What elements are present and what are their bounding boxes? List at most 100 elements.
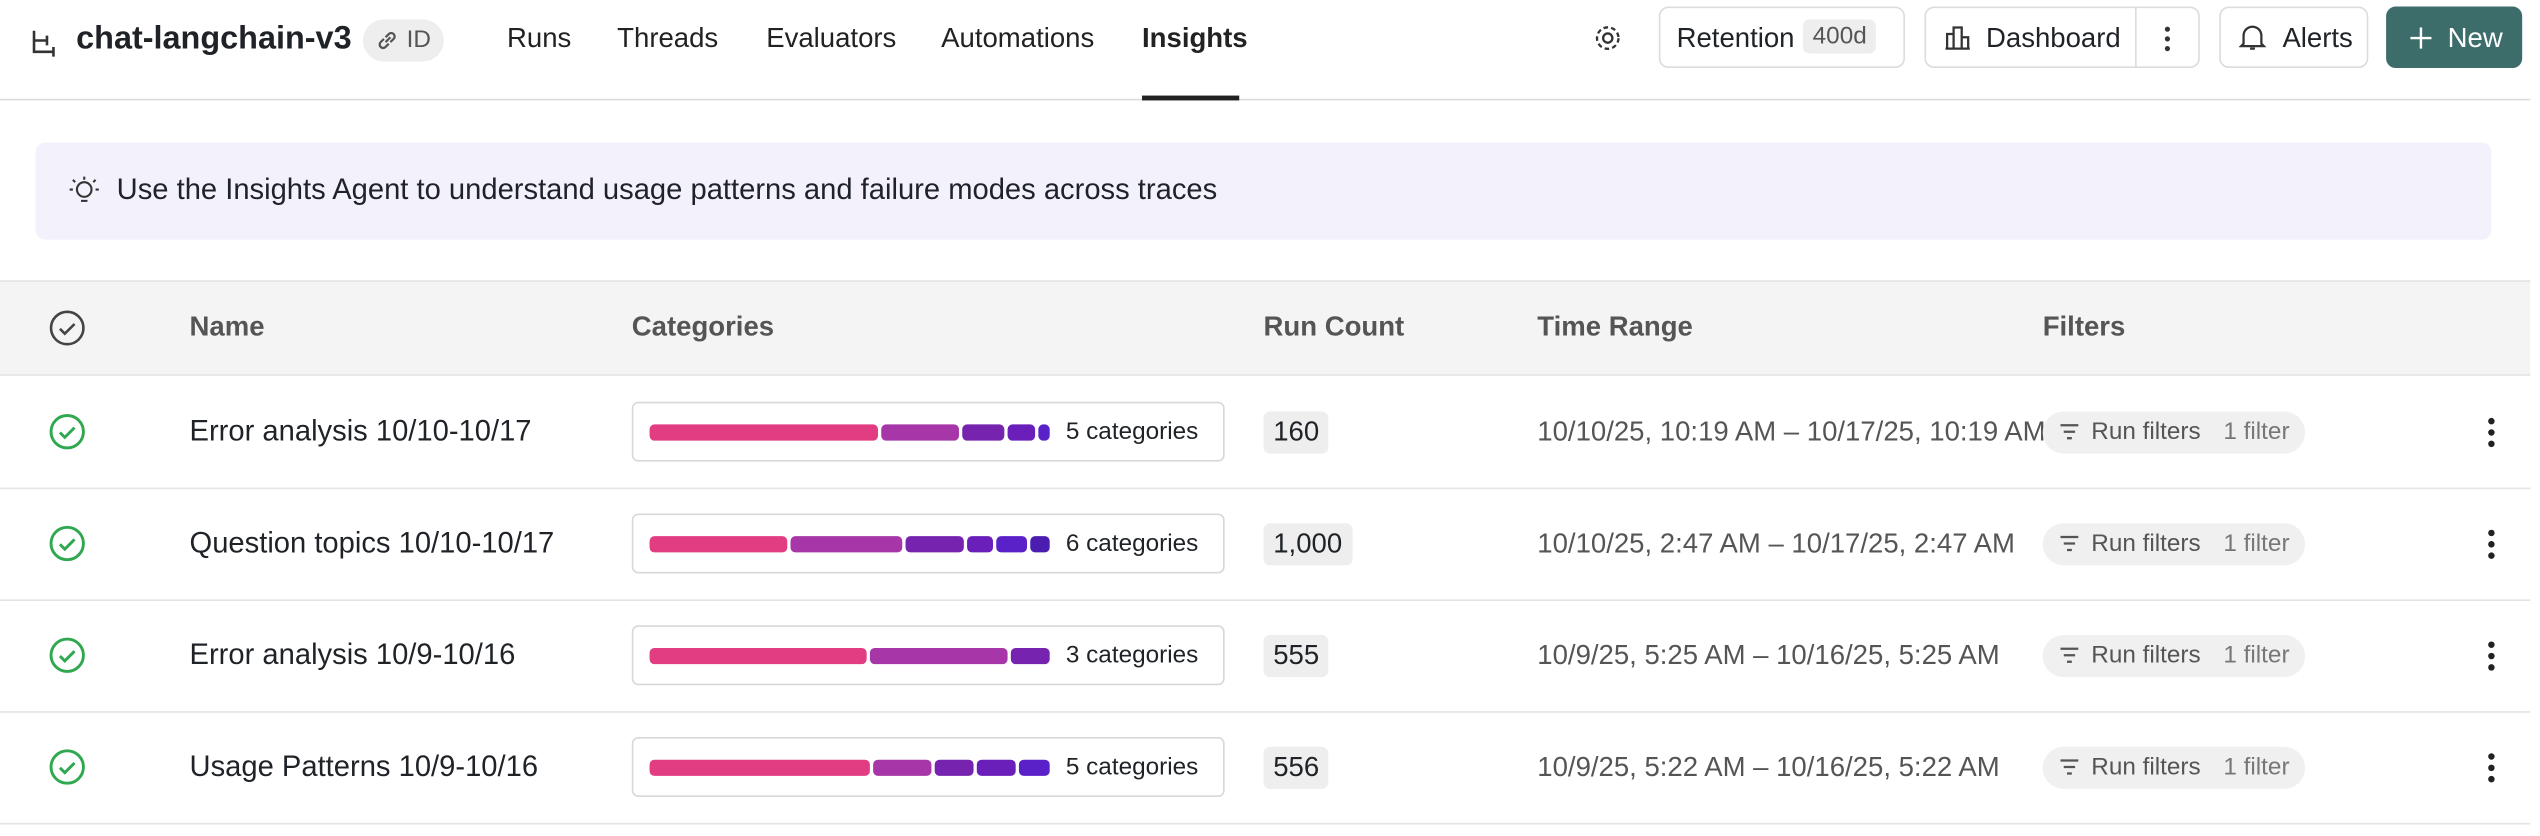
status-icon (49, 525, 85, 562)
project-icon (32, 30, 55, 57)
bell-icon (2238, 25, 2267, 50)
status-check (58, 761, 76, 775)
row-menu[interactable] (2483, 528, 2499, 560)
filters-pill[interactable]: Run filters 1 filter (2042, 745, 2306, 789)
category-segment (649, 647, 867, 665)
nav-tab[interactable]: Runs (507, 22, 572, 54)
table-header (0, 280, 2531, 376)
status-icon (49, 637, 85, 673)
category-segment (996, 536, 1028, 553)
filter-lines (2060, 424, 2079, 440)
filter-icon (2060, 759, 2079, 775)
nav-tab[interactable]: Evaluators (766, 22, 897, 54)
filter-lines (2060, 647, 2079, 663)
retention-value: 400d (1802, 19, 1877, 54)
active-tab-underline (1142, 95, 1240, 101)
filters-cell: Run filters 1 filter (2042, 488, 2306, 600)
category-segment (1038, 424, 1050, 441)
insight-name[interactable]: Question topics 10/10-10/17 (189, 526, 555, 559)
category-bar (649, 536, 1050, 553)
menu-dot (2488, 652, 2495, 660)
nav-tab[interactable]: Insights (1142, 22, 1248, 54)
retention-label: Retention (1676, 22, 1795, 54)
row-menu[interactable] (2483, 416, 2499, 448)
insight-name[interactable]: Error analysis 10/9-10/16 (189, 638, 516, 671)
filter-label: Run filters (2091, 753, 2201, 781)
filters-pill[interactable]: Run filters 1 filter (2042, 410, 2306, 453)
nav-tab[interactable]: Threads (617, 22, 719, 54)
bulb-icon (69, 176, 99, 202)
category-bar (649, 424, 1050, 441)
dashboard-button[interactable]: Dashboard (1924, 6, 2200, 69)
category-segment (966, 536, 994, 553)
categories-label: 3 categories (1065, 641, 1199, 670)
status-check (58, 650, 76, 663)
run-count-cell: 160 (1263, 376, 1329, 488)
menu-dot (2488, 664, 2495, 671)
run-count: 160 (1263, 410, 1329, 453)
status-circle (49, 637, 85, 673)
category-segment (905, 536, 964, 553)
row-menu[interactable] (2483, 752, 2499, 784)
table-row: Usage Patterns 10/9-10/16 5 categories 556… (0, 711, 2531, 825)
status-circle (49, 749, 85, 785)
categories-box: 5 categories (631, 737, 1225, 797)
project-name: chat-langchain-v3 (76, 21, 352, 57)
filters-pill[interactable]: Run filters 1 filter (2042, 522, 2306, 565)
dashboard-icon (1945, 26, 1970, 50)
status-icon (49, 414, 85, 450)
filter-count: 1 filter (2223, 641, 2290, 670)
run-count: 555 (1263, 634, 1329, 677)
filter-count: 1 filter (2223, 529, 2290, 558)
more-icon[interactable] (2159, 24, 2175, 53)
table-row: Error analysis 10/9-10/16 3 categories 555… (0, 599, 2531, 713)
category-segment (1007, 424, 1035, 441)
menu-dot (2488, 440, 2495, 448)
row-menu[interactable] (2483, 640, 2499, 672)
filter-icon (2060, 647, 2079, 663)
settings-button[interactable] (1592, 23, 1623, 54)
filters-cell: Run filters 1 filter (2042, 376, 2306, 488)
insight-name[interactable]: Usage Patterns 10/9-10/16 (189, 750, 539, 783)
column-header: Run Count (1263, 311, 1405, 342)
category-segment (1018, 759, 1050, 776)
status-check (58, 538, 76, 552)
header-border (0, 98, 2531, 101)
alerts-button[interactable]: Alerts (2219, 6, 2369, 69)
new-label: New (2447, 22, 2503, 54)
banner: Use the Insights Agent to understand usa… (35, 142, 2492, 240)
table-row: Error analysis 10/10-10/17 5 categories 16… (0, 376, 2531, 490)
filter-lines (2060, 535, 2079, 552)
category-bar (649, 647, 1050, 665)
category-segment (791, 536, 903, 553)
filters-cell: Run filters 1 filter (2042, 599, 2306, 711)
divider (2135, 8, 2137, 67)
categories-box: 5 categories (631, 401, 1225, 462)
column-header: Filters (2042, 311, 2126, 342)
select-all[interactable] (49, 309, 86, 346)
time-range: 10/9/25, 5:22 AM – 10/16/25, 5:22 AM (1537, 750, 2000, 782)
time-range: 10/10/25, 10:19 AM – 10/17/25, 10:19 AM (1537, 415, 2046, 447)
run-count-cell: 555 (1263, 599, 1329, 711)
id-badge[interactable]: ID (362, 19, 444, 62)
menu-dot (2488, 753, 2495, 760)
run-count-cell: 1,000 (1263, 488, 1352, 600)
insight-name[interactable]: Error analysis 10/10-10/17 (189, 414, 532, 448)
new-button[interactable]: New (2386, 6, 2523, 69)
filters-pill[interactable]: Run filters 1 filter (2042, 634, 2306, 677)
menu-dot (2488, 552, 2495, 559)
filter-lines (2060, 759, 2079, 775)
nav-tab[interactable]: Automations (941, 22, 1095, 54)
table-row: Question topics 10/10-10/17 6 categories 1… (0, 488, 2531, 601)
column-header: Name (189, 311, 265, 342)
category-segment (881, 424, 959, 441)
category-segment (1030, 536, 1050, 553)
alerts-label: Alerts (2282, 22, 2353, 54)
menu-dot (2488, 764, 2495, 772)
run-count-cell: 556 (1263, 711, 1329, 823)
time-range: 10/9/25, 5:25 AM – 10/16/25, 5:25 AM (1537, 639, 2000, 670)
run-count: 556 (1263, 745, 1329, 789)
plus-icon (2410, 27, 2432, 49)
retention-button[interactable]: Retention 400d (1658, 6, 1906, 69)
